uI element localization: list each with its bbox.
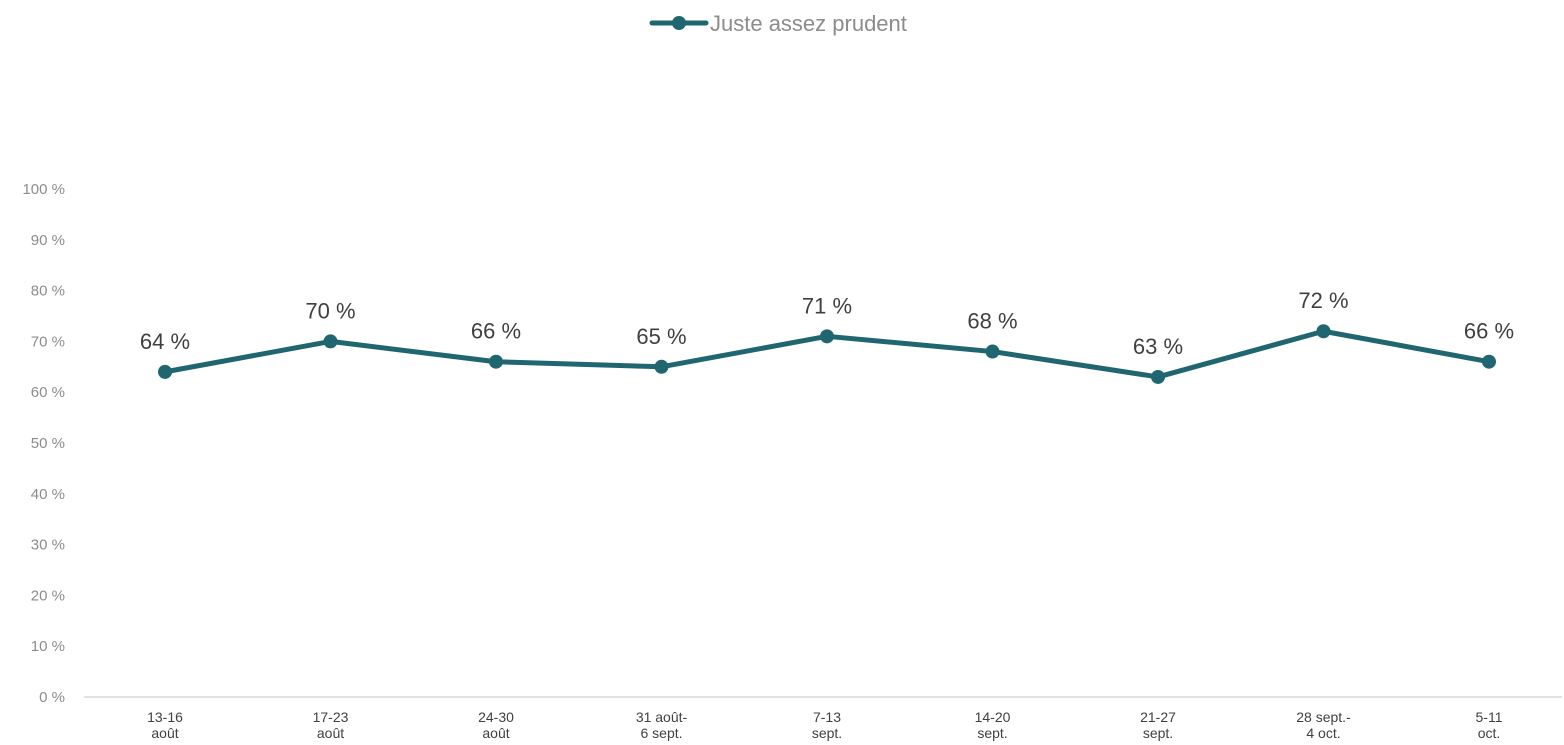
y-tick-label: 70 % xyxy=(31,333,65,350)
x-tick-label: 17-23 août xyxy=(313,709,349,741)
data-point xyxy=(985,344,1000,359)
legend-point-marker xyxy=(672,16,686,30)
x-tick-label: 28 sept.-4 oct. xyxy=(1296,709,1351,741)
x-tick-label: 24-30 août xyxy=(478,709,514,741)
data-label: 70 % xyxy=(305,298,355,323)
data-point xyxy=(489,354,503,369)
data-label: 65 % xyxy=(636,324,686,349)
y-tick-label: 10 % xyxy=(31,638,65,655)
legend-label: Juste assez prudent xyxy=(710,11,907,36)
x-axis: 13-16 août 17-23 août 24-30 août 31 août-6 sep… xyxy=(84,696,1562,741)
data-label: 66 % xyxy=(471,319,521,344)
data-point xyxy=(1316,324,1331,339)
y-tick-label: 100 % xyxy=(22,181,65,198)
y-tick-label: 30 % xyxy=(31,537,65,554)
y-tick-label: 0 % xyxy=(39,689,65,706)
y-tick-label: 90 % xyxy=(31,232,65,249)
y-tick-label: 40 % xyxy=(31,486,65,503)
data-label: 68 % xyxy=(967,309,1017,334)
x-tick-label: 31 août-6 sept. xyxy=(636,709,688,741)
data-point xyxy=(158,364,172,379)
series-juste-assez-prudent: 64 % 70 % 66 % 65 % 71 % 68 % 63 % 72 % 66 % xyxy=(140,288,1514,384)
data-label: 63 % xyxy=(1133,334,1183,359)
data-point xyxy=(820,329,834,344)
legend: Juste assez prudent xyxy=(649,11,907,36)
data-label: 64 % xyxy=(140,329,190,354)
y-tick-label: 60 % xyxy=(31,384,65,401)
y-axis: 0 % 10 % 20 % 30 % 40 % 50 % 60 % 70 % 80 % 90 % 1… xyxy=(22,181,65,706)
x-tick-label: 5-11 oct. xyxy=(1476,709,1503,741)
y-tick-label: 50 % xyxy=(31,435,65,452)
x-tick-label: 13-16 août xyxy=(147,709,183,741)
x-tick-label: 14-20 sept. xyxy=(975,709,1011,741)
data-point xyxy=(323,334,338,349)
x-tick-label: 7-13 sept. xyxy=(812,709,842,741)
x-tick-label: 21-27 sept. xyxy=(1140,709,1176,741)
data-point xyxy=(1151,369,1165,384)
data-point xyxy=(1482,354,1496,369)
data-label: 66 % xyxy=(1464,319,1514,344)
y-tick-label: 80 % xyxy=(31,283,65,300)
data-point xyxy=(654,359,669,374)
data-label: 72 % xyxy=(1298,288,1348,313)
data-label: 71 % xyxy=(802,293,852,318)
y-tick-label: 20 % xyxy=(31,587,65,604)
